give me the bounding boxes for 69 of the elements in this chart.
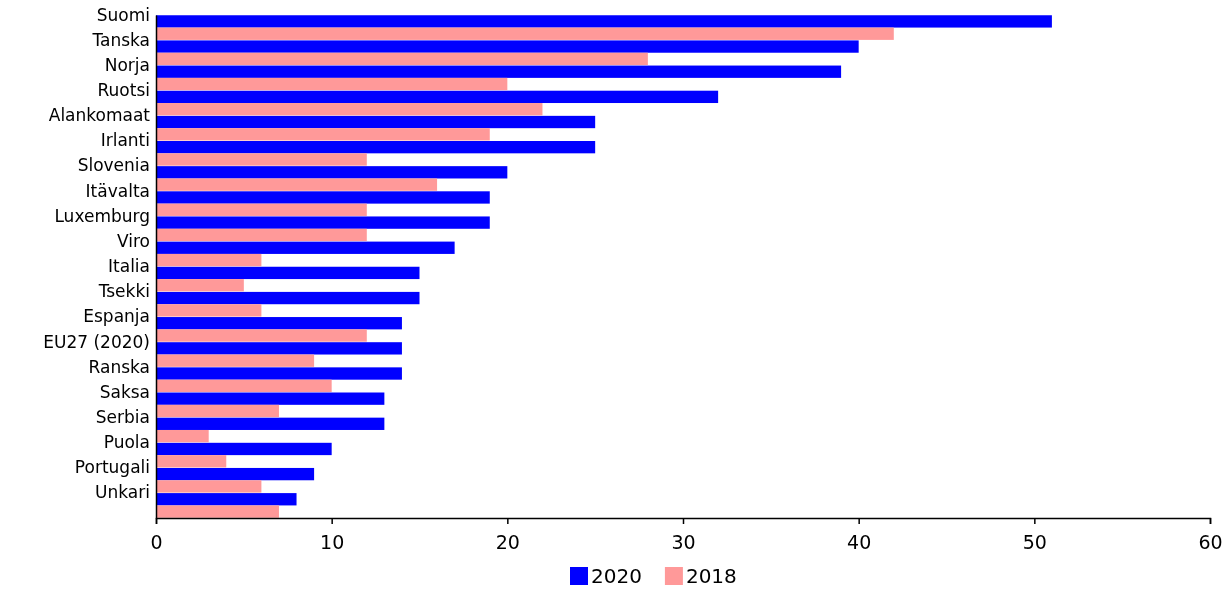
y-tick-label: Saksa [99,381,150,402]
y-tick-label: Puola [103,432,150,453]
bar [156,77,508,91]
bar [156,279,244,292]
bar [156,505,279,518]
bar [156,429,209,443]
bar [156,480,262,493]
bar [156,329,367,342]
bar [156,216,490,229]
y-tick-label: Ruotsi [97,80,150,101]
bar [156,417,385,430]
y-tick-label: Serbia [95,406,150,427]
y-tick-label: Ranska [88,356,150,377]
x-tick-label: 50 [1022,531,1047,554]
bar [156,442,332,456]
bar [156,342,402,355]
bar [156,203,367,216]
bar [156,40,859,53]
bar [156,493,297,506]
x-tick-label: 0 [150,531,163,554]
bar [156,65,842,78]
y-tick-label: Tsekki [97,281,150,302]
bar [156,15,1052,28]
y-tick-label: Alankomaat [48,105,151,126]
y-tick-label: Espanja [83,306,150,327]
bar [156,128,490,141]
y-tick-label: Viro [117,230,150,251]
bar [156,317,402,330]
x-tick-label: 30 [671,531,696,554]
bar [156,404,279,418]
y-tick-label: Irlanti [100,130,150,151]
y-tick-label: Suomi [96,4,150,25]
bar [156,103,543,116]
y-tick-label: Tanska [91,29,150,50]
bar [156,178,438,191]
x-tick-label: 20 [495,531,520,554]
bar [156,27,894,40]
y-tick-label: Italia [108,256,150,277]
x-tick-label: 60 [1198,531,1223,554]
y-tick-label: Slovenia [77,155,150,176]
bar [156,191,490,204]
bar [156,241,455,254]
x-tick-label: 10 [320,531,345,554]
y-tick-label: Luxemburg [54,205,150,226]
y-tick-label: Portugali [74,457,150,478]
x-tick-label: 40 [847,531,872,554]
bar [156,354,315,367]
bar [156,115,596,129]
y-tick-label: Norja [104,54,150,75]
y-tick-label: EU27 (2020) [43,331,150,352]
bar [156,455,227,468]
legend-label: 2020 [591,564,642,588]
bar [156,266,420,280]
bar [156,141,596,154]
bar [156,367,402,380]
bar [156,153,367,166]
bar [156,253,262,267]
y-tick-label: Itävalta [85,180,150,201]
legend-label: 2018 [685,564,737,588]
bar [156,392,385,405]
bar [156,90,719,104]
bar [156,304,262,317]
bar [156,228,367,242]
bar [156,467,315,481]
bar [156,379,332,392]
bar [156,52,648,66]
y-tick-label: Unkari [95,482,150,503]
bar [156,291,420,305]
bar [156,166,508,179]
